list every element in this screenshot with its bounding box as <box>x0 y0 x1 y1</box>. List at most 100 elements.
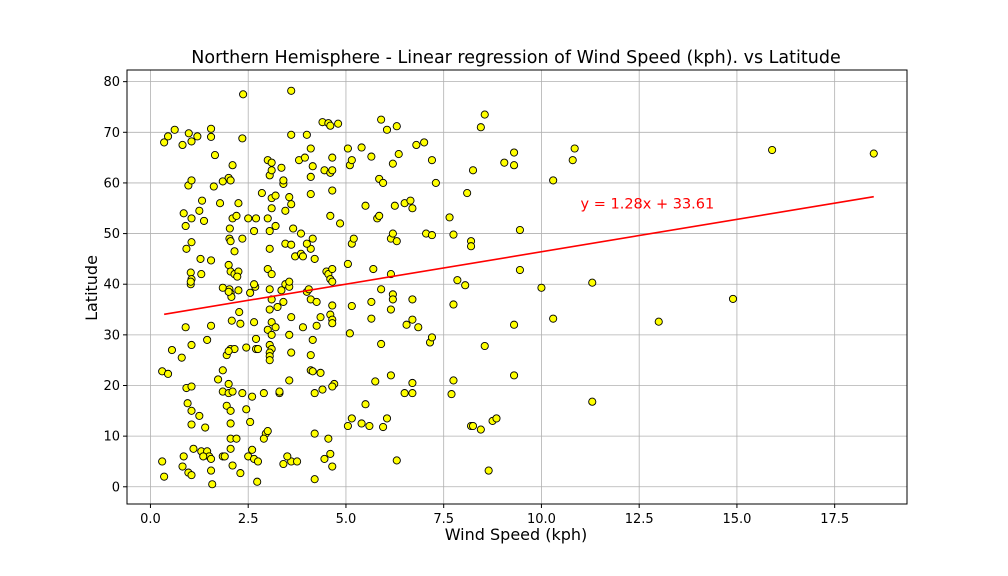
data-point <box>449 376 458 385</box>
plot-frame <box>126 69 908 505</box>
data-point <box>492 414 501 423</box>
data-point <box>468 166 478 175</box>
data-point <box>160 138 169 147</box>
data-point <box>228 387 237 396</box>
data-point <box>328 301 337 310</box>
data-point <box>377 339 386 349</box>
data-point <box>296 229 306 238</box>
data-point <box>312 297 321 306</box>
data-point <box>267 158 276 167</box>
data-point <box>285 376 294 385</box>
data-point <box>283 452 292 461</box>
data-point <box>232 434 241 443</box>
data-point <box>182 244 191 253</box>
data-point <box>308 162 317 171</box>
x-tick-label: 5.0 <box>336 512 357 527</box>
data-point <box>412 140 421 149</box>
data-point <box>326 121 335 130</box>
data-point <box>510 371 519 380</box>
data-point <box>170 125 179 134</box>
data-point <box>447 390 456 399</box>
data-point <box>349 234 358 243</box>
data-point <box>306 190 315 199</box>
data-point <box>379 422 388 432</box>
data-point <box>253 344 263 354</box>
data-point <box>187 214 196 223</box>
data-point <box>193 132 202 141</box>
y-tick-label: 60 <box>103 176 120 191</box>
data-point <box>265 226 274 236</box>
data-point <box>549 176 558 185</box>
data-point <box>468 421 478 431</box>
data-point <box>251 334 261 343</box>
data-point <box>210 151 220 160</box>
data-point <box>427 231 437 240</box>
data-point <box>250 318 259 327</box>
data-point <box>207 454 216 463</box>
data-point <box>392 456 401 465</box>
data-point <box>177 353 186 362</box>
data-point <box>265 244 274 253</box>
data-point <box>392 237 401 246</box>
data-points <box>158 86 878 489</box>
data-point <box>167 345 177 355</box>
data-point <box>271 323 280 332</box>
y-axis-label: Latitude <box>82 255 101 321</box>
data-point <box>515 265 524 275</box>
y-tick-label: 70 <box>103 126 120 141</box>
data-point <box>207 256 216 265</box>
data-point <box>347 414 356 423</box>
data-point <box>316 313 325 322</box>
x-tick-label: 12.5 <box>625 512 654 527</box>
y-tick-label: 0 <box>112 480 120 495</box>
data-point <box>367 152 376 161</box>
data-point <box>427 333 437 342</box>
data-point <box>402 320 411 329</box>
data-point <box>386 371 395 380</box>
data-point <box>293 457 302 466</box>
data-point <box>238 389 247 398</box>
data-point <box>257 189 266 198</box>
data-point <box>588 397 597 406</box>
data-point <box>265 285 274 294</box>
data-point <box>300 153 309 162</box>
data-point <box>728 294 738 303</box>
data-point <box>197 270 206 279</box>
data-point <box>480 341 489 351</box>
data-point <box>207 321 216 330</box>
data-point <box>271 191 280 200</box>
data-point <box>239 90 248 99</box>
data-point <box>181 221 190 231</box>
data-point <box>549 314 558 323</box>
data-point <box>343 259 352 269</box>
data-point <box>445 213 454 222</box>
data-point <box>500 158 509 167</box>
data-point <box>184 129 193 138</box>
x-tick-label: 17.5 <box>820 512 849 527</box>
data-point <box>234 286 243 295</box>
data-point <box>238 234 247 243</box>
data-point <box>328 186 337 195</box>
data-point <box>233 272 242 281</box>
data-point <box>187 238 196 247</box>
data-point <box>224 260 233 270</box>
data-point <box>287 313 296 322</box>
data-point <box>361 201 370 210</box>
data-point <box>484 466 493 475</box>
data-point <box>253 477 262 486</box>
data-point <box>347 156 356 165</box>
data-point <box>218 366 227 375</box>
data-point <box>246 288 255 297</box>
data-point <box>250 226 259 236</box>
data-point <box>334 119 343 128</box>
x-tick-label: 0.0 <box>140 512 161 527</box>
data-point <box>179 452 188 461</box>
data-point <box>201 423 210 432</box>
data-point <box>326 211 335 220</box>
x-axis-label: Wind Speed (kph) <box>445 525 588 544</box>
data-point <box>316 368 325 377</box>
data-point <box>236 319 245 328</box>
data-point <box>224 347 233 356</box>
data-point <box>371 377 380 386</box>
